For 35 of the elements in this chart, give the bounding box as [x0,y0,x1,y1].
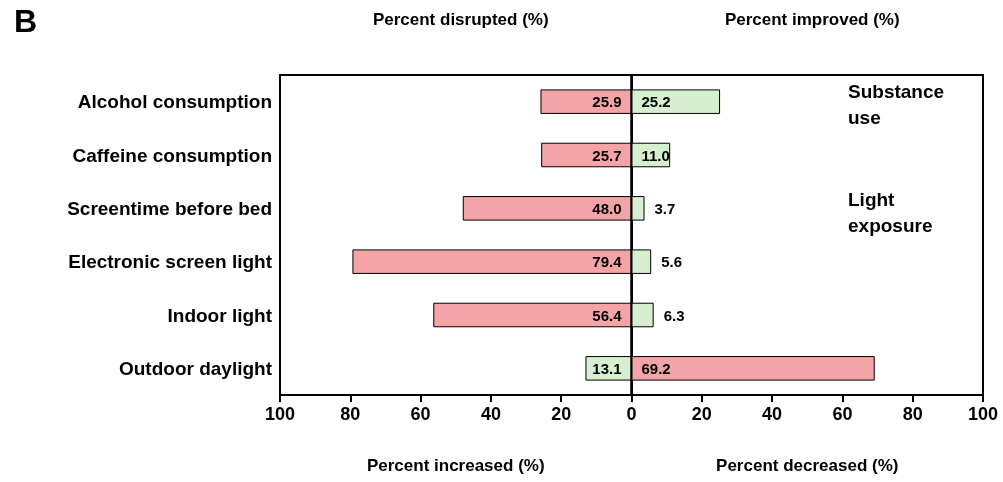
x-tick-label: 100 [264,404,296,424]
x-tick-label: 80 [902,404,923,424]
data-label: 56.4 [592,306,623,324]
data-label: 5.6 [661,253,683,271]
y-tick-label: Screentime before bed [67,197,272,219]
x-tick-label: 20 [551,404,572,424]
data-label: 3.7 [654,199,676,217]
data-label: 25.2 [641,93,671,111]
x-tick-label: 20 [691,404,712,424]
data-label: 48.0 [592,199,622,217]
data-label: 13.1 [592,359,622,377]
chart-title: Percent improved (%) [724,10,900,29]
annotation: Substance use [848,80,950,128]
x-axis-title: Percent increased (%) [366,456,545,475]
y-tick-label: Caffeine consumption [72,144,272,166]
data-label: 79.4 [592,253,623,271]
x-tick-label: 80 [340,404,361,424]
y-tick-label: Indoor light [167,304,273,326]
y-tick-label: Electronic screen light [68,251,273,273]
data-label: 69.2 [641,359,671,377]
x-tick-label: 60 [832,404,853,424]
x-tick-label: 100 [967,404,999,424]
data-label: 25.7 [592,146,622,164]
text: B [14,3,38,39]
data-label: 25.9 [592,93,622,111]
x-axis-title: Percent decreased (%) [716,456,899,475]
data-label: 6.3 [663,306,685,324]
x-tick-label: 40 [480,404,501,424]
x-tick-label: 40 [762,404,783,424]
x-tick-label: 0 [626,404,637,424]
annotation: Light exposure [848,188,933,236]
chart-title: Percent disrupted (%) [372,10,549,29]
y-tick-label: Outdoor daylight [118,357,273,379]
y-tick-label: Alcohol consumption [77,91,272,113]
x-tick-label: 60 [410,404,431,424]
